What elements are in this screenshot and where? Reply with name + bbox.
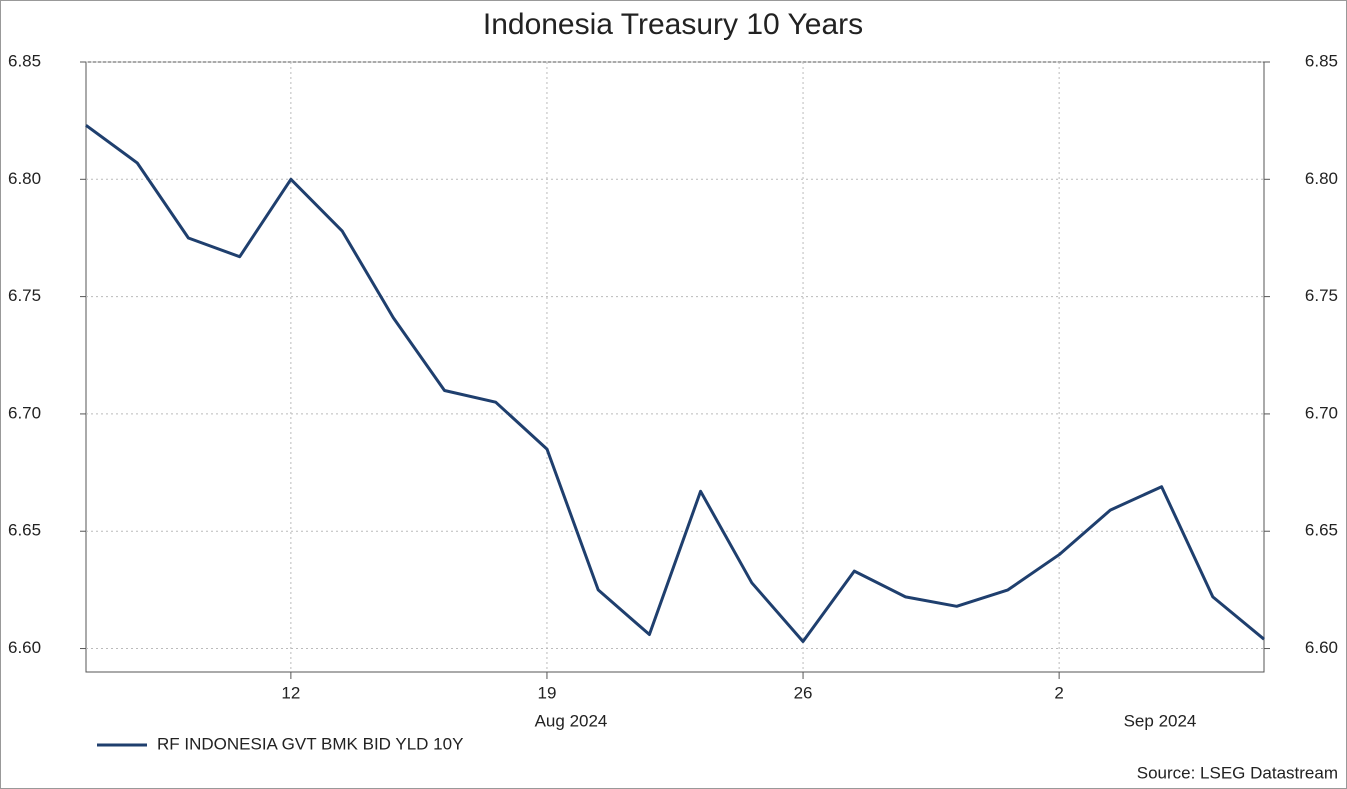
y2-tick-label: 6.75: [1305, 286, 1338, 305]
y-tick-label: 6.80: [8, 169, 41, 188]
y2-tick-label: 6.70: [1305, 403, 1338, 422]
legend-label: RF INDONESIA GVT BMK BID YLD 10Y: [157, 734, 463, 753]
y-tick-label: 6.65: [8, 521, 41, 540]
y-tick-label: 6.85: [8, 51, 41, 70]
x-group-label: Aug 2024: [535, 711, 608, 730]
y-tick-label: 6.60: [8, 638, 41, 657]
y-tick-label: 6.70: [8, 403, 41, 422]
y2-tick-label: 6.60: [1305, 638, 1338, 657]
x-tick-label: 19: [537, 683, 556, 702]
x-tick-label: 12: [281, 683, 300, 702]
chart-title: Indonesia Treasury 10 Years: [483, 8, 863, 41]
y2-tick-label: 6.80: [1305, 169, 1338, 188]
y2-tick-label: 6.65: [1305, 521, 1338, 540]
x-tick-label: 2: [1054, 683, 1063, 702]
series-line: [85, 124, 1265, 643]
source-note: Source: LSEG Datastream: [1137, 763, 1338, 782]
plot-area: [85, 61, 1265, 673]
x-group-label: Sep 2024: [1124, 711, 1197, 730]
y2-tick-label: 6.85: [1305, 51, 1338, 70]
x-tick-label: 26: [794, 683, 813, 702]
y-tick-label: 6.75: [8, 286, 41, 305]
